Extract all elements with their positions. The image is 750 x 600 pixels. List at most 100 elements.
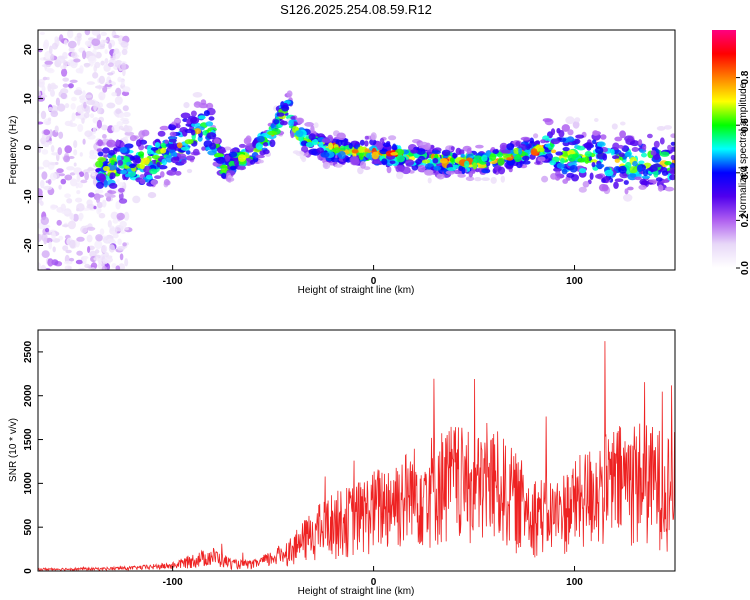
spectrogram-speckle — [174, 170, 182, 176]
spectrogram-speckle — [569, 165, 578, 173]
spectrogram-speckle — [217, 149, 227, 154]
spectrogram-speckle — [481, 177, 490, 182]
snr-y-tick-label: 1500 — [23, 428, 34, 451]
spectrogram-frame — [37, 29, 676, 271]
spectrogram-speckle — [431, 150, 441, 155]
spectrogram-x-tick-label: -100 — [163, 276, 183, 287]
spectrogram-noise-speckle — [58, 131, 64, 139]
spectrogram-speckle — [565, 116, 575, 125]
spectrogram-speckle — [550, 138, 561, 145]
spectrogram-speckle — [540, 139, 546, 144]
spectrogram-speckle — [625, 167, 631, 175]
spectrogram-noise-speckle — [104, 49, 108, 55]
spectrogram-speckle — [596, 152, 607, 160]
snr-panel: -100 0 100 0 500 1000 1500 2000 2500 Height of … — [8, 329, 676, 597]
spectrogram-speckle — [157, 130, 166, 137]
spectrogram-speckle — [541, 175, 549, 183]
spectrogram-speckle — [203, 110, 210, 117]
spectrogram-speckle — [648, 166, 658, 172]
spectrogram-noise-speckle — [119, 220, 127, 228]
spectrogram-speckle — [497, 166, 506, 175]
spectrogram-speckle — [549, 160, 556, 166]
spectrogram-speckle — [253, 139, 258, 144]
spectrogram-noise-speckle — [84, 171, 89, 181]
spectrogram-speckle — [464, 160, 470, 168]
spectrogram-speckle — [436, 173, 445, 180]
spectrogram-noise-speckle — [100, 254, 106, 262]
spectrogram-speckle — [381, 158, 388, 166]
spectrogram-speckle — [369, 138, 377, 146]
colorbar: 0.0 0.2 0.4 0.6 0.8 Normalized spectral ampl… — [712, 30, 750, 275]
spectrogram-noise-speckle — [76, 250, 83, 256]
spectrogram-speckle — [659, 137, 665, 145]
spectrogram-speckle — [183, 102, 190, 109]
spectrogram-speckle — [154, 175, 162, 180]
spectrogram-speckle — [614, 136, 623, 142]
spectrogram-speckle — [506, 159, 515, 166]
spectrogram-speckle — [150, 179, 159, 186]
spectrogram-speckle — [560, 157, 565, 164]
spectrogram-speckle — [613, 181, 619, 189]
spectrogram-speckle — [576, 145, 586, 151]
spectrogram-speckle — [595, 146, 604, 154]
spectrogram-y-ticks: -20 -10 0 10 20 — [23, 44, 43, 253]
spectrogram-noise-speckle — [118, 112, 125, 119]
spectrogram-speckle — [592, 130, 599, 136]
spectrogram-speckle — [423, 169, 434, 174]
spectrogram-noise-speckle — [102, 39, 108, 43]
snr-series-line — [38, 341, 675, 571]
spectrogram-noise-speckle — [115, 108, 122, 115]
spectrogram-speckle — [359, 139, 365, 146]
spectrogram-noise-speckle — [92, 127, 97, 134]
spectrogram-speckle — [308, 133, 316, 141]
spectrogram-speckle — [562, 147, 570, 152]
spectrogram-speckle — [276, 112, 285, 117]
spectrogram-speckle — [410, 149, 419, 154]
spectrogram-speckle — [224, 154, 231, 162]
spectrogram-noise-speckle — [56, 168, 64, 174]
spectrogram-noise-speckle — [47, 117, 52, 122]
spectrogram-noise-speckle — [98, 75, 105, 85]
spectrogram-noise-speckle — [58, 173, 65, 177]
spectrogram-speckle — [415, 158, 422, 165]
spectrogram-noise-speckle — [64, 193, 71, 198]
spectrogram-speckle — [490, 176, 497, 184]
spectrogram-noise-speckle — [122, 68, 126, 77]
spectrogram-noise-speckle — [84, 40, 91, 46]
spectrogram-noise-speckle — [75, 197, 83, 203]
spectrogram-speckle — [572, 120, 580, 129]
spectrogram-speckle — [245, 135, 252, 144]
spectrogram-noise-speckle — [68, 123, 78, 127]
snr-y-tick-label: 1000 — [23, 472, 34, 495]
spectrogram-speckle — [237, 154, 247, 162]
spectrogram-x-axis-label: Height of straight line (km) — [298, 285, 415, 296]
spectrogram-speckle — [103, 179, 108, 188]
spectrogram-noise-speckle — [41, 250, 50, 258]
spectrogram-noise-speckle — [56, 55, 65, 64]
spectrogram-speckle — [492, 149, 499, 155]
spectrogram-speckle — [143, 157, 150, 165]
spectrogram-noise-speckle — [69, 172, 76, 176]
spectrogram-noise-speckle — [95, 85, 104, 89]
spectrogram-speckle — [201, 146, 206, 151]
spectrogram-noise-speckle — [38, 48, 43, 53]
spectrogram-noise-speckle — [77, 36, 81, 46]
spectrogram-noise-speckle — [50, 53, 55, 62]
spectrogram-noise-speckle — [120, 41, 129, 48]
spectrogram-noise-speckle — [51, 42, 59, 50]
spectrogram-speckle — [664, 186, 675, 192]
spectrogram-speckle — [156, 161, 161, 168]
spectrogram-speckle — [632, 160, 638, 167]
spectrogram-speckle — [514, 154, 522, 163]
spectrogram-speckle — [202, 130, 208, 136]
spectrogram-speckle — [631, 147, 639, 152]
colorbar-tick-label: 0.4 — [740, 165, 750, 179]
spectrogram-speckle — [364, 140, 369, 147]
spectrogram-noise-speckle — [82, 50, 87, 60]
snr-x-tick-label: 100 — [566, 577, 583, 588]
spectrogram-speckle — [279, 120, 288, 126]
spectrogram-speckle — [258, 159, 264, 164]
spectrogram-speckle — [102, 147, 110, 154]
spectrogram-speckle — [138, 151, 145, 157]
spectrogram-speckle — [465, 176, 475, 182]
